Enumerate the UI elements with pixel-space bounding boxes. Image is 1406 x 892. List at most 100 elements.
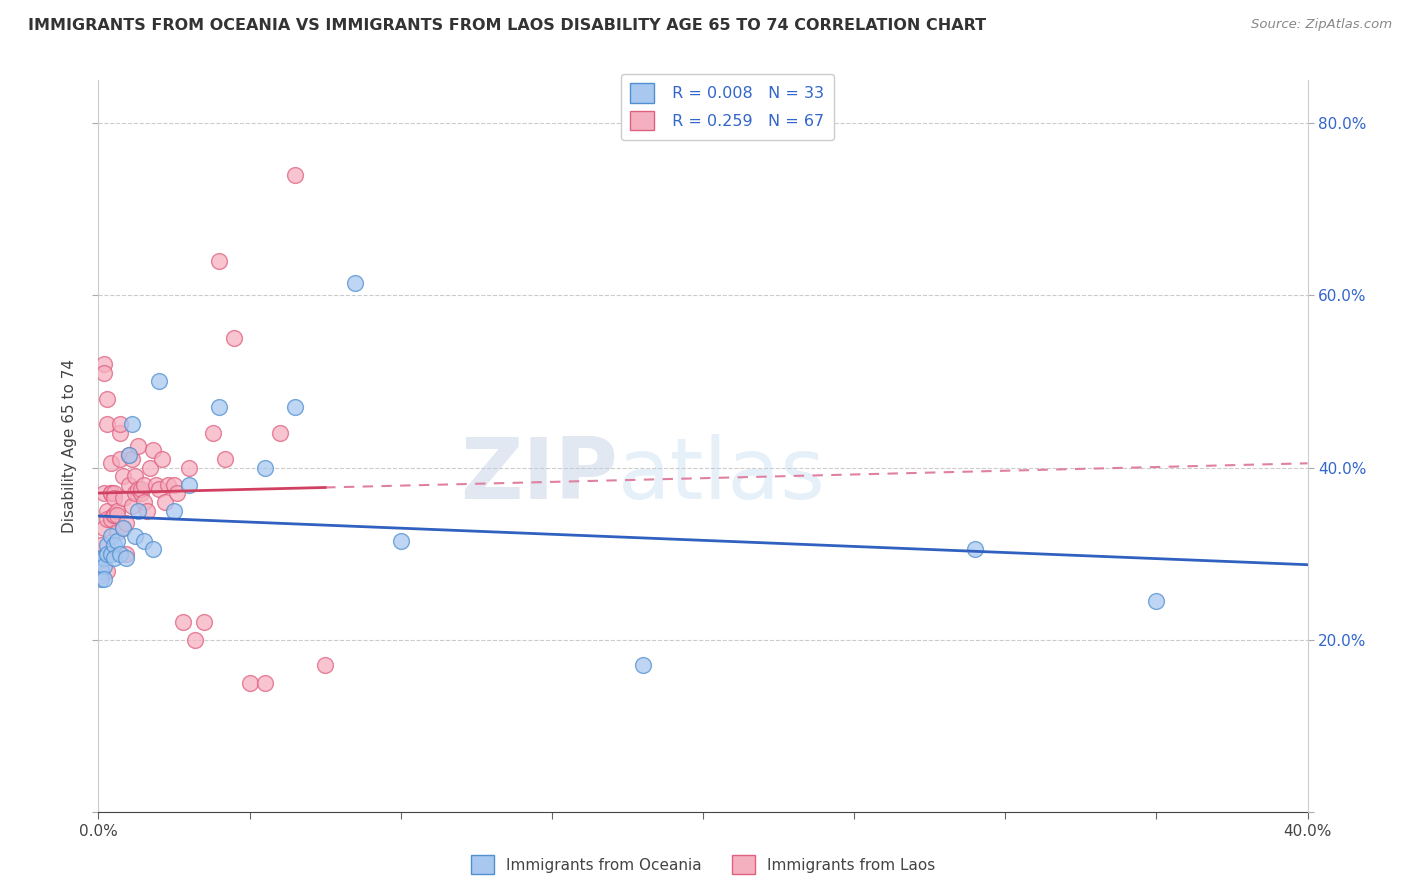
Point xyxy=(108,426,131,441)
Point xyxy=(111,491,134,505)
Point xyxy=(100,486,122,500)
Point xyxy=(96,512,118,526)
Point xyxy=(118,448,141,462)
Point xyxy=(105,503,128,517)
Y-axis label: Disability Age 65 to 74: Disability Age 65 to 74 xyxy=(62,359,77,533)
Point xyxy=(208,401,231,415)
Point xyxy=(103,508,125,522)
Point xyxy=(90,559,112,574)
Point xyxy=(965,542,987,557)
Point xyxy=(96,392,118,406)
Legend:  R = 0.008   N = 33,  R = 0.259   N = 67: R = 0.008 N = 33, R = 0.259 N = 67 xyxy=(620,74,834,140)
Point xyxy=(1144,594,1167,608)
Point xyxy=(124,486,146,500)
Point xyxy=(90,550,112,565)
Point xyxy=(90,564,112,578)
Point xyxy=(114,550,136,565)
Point xyxy=(121,500,143,514)
Point xyxy=(179,477,201,491)
Point xyxy=(139,460,162,475)
Point xyxy=(148,482,170,496)
Point xyxy=(96,417,118,432)
Point xyxy=(148,375,170,389)
Text: IMMIGRANTS FROM OCEANIA VS IMMIGRANTS FROM LAOS DISABILITY AGE 65 TO 74 CORRELAT: IMMIGRANTS FROM OCEANIA VS IMMIGRANTS FR… xyxy=(28,18,986,33)
Point xyxy=(284,168,307,182)
Point xyxy=(184,632,207,647)
Point xyxy=(103,508,125,522)
Point xyxy=(124,469,146,483)
Point xyxy=(93,486,115,500)
Point xyxy=(90,538,112,552)
Point xyxy=(93,573,115,587)
Point xyxy=(163,477,186,491)
Point xyxy=(100,547,122,561)
Point xyxy=(105,524,128,539)
Point xyxy=(103,538,125,552)
Text: ZIP: ZIP xyxy=(461,434,619,516)
Point xyxy=(93,521,115,535)
Point xyxy=(100,486,122,500)
Point xyxy=(214,451,236,466)
Point xyxy=(93,550,115,565)
Point xyxy=(111,469,134,483)
Point xyxy=(631,658,654,673)
Point xyxy=(129,482,152,496)
Point xyxy=(96,547,118,561)
Point xyxy=(90,550,112,565)
Point xyxy=(96,503,118,517)
Point xyxy=(105,508,128,522)
Point xyxy=(253,460,276,475)
Point xyxy=(202,426,225,441)
Point xyxy=(156,477,179,491)
Point xyxy=(135,503,157,517)
Legend: Immigrants from Oceania, Immigrants from Laos: Immigrants from Oceania, Immigrants from… xyxy=(464,849,942,880)
Point xyxy=(193,615,215,630)
Point xyxy=(96,538,118,552)
Point xyxy=(132,533,155,548)
Point xyxy=(129,486,152,500)
Point xyxy=(239,675,262,690)
Point xyxy=(111,521,134,535)
Point xyxy=(114,516,136,531)
Point xyxy=(90,573,112,587)
Text: atlas: atlas xyxy=(619,434,827,516)
Point xyxy=(103,486,125,500)
Point xyxy=(90,568,112,582)
Point xyxy=(127,439,149,453)
Point xyxy=(166,486,188,500)
Point xyxy=(132,477,155,491)
Point xyxy=(93,366,115,380)
Point xyxy=(314,658,336,673)
Point xyxy=(284,401,307,415)
Point xyxy=(96,564,118,578)
Point xyxy=(127,503,149,517)
Point xyxy=(142,443,165,458)
Point xyxy=(105,533,128,548)
Point xyxy=(172,615,194,630)
Point xyxy=(179,460,201,475)
Point xyxy=(142,542,165,557)
Point xyxy=(118,477,141,491)
Point xyxy=(253,675,276,690)
Point xyxy=(208,254,231,268)
Point xyxy=(114,547,136,561)
Point xyxy=(163,503,186,517)
Point xyxy=(150,451,173,466)
Point xyxy=(100,512,122,526)
Point xyxy=(344,276,367,290)
Point xyxy=(132,495,155,509)
Point xyxy=(103,550,125,565)
Point xyxy=(153,495,176,509)
Point xyxy=(111,521,134,535)
Point xyxy=(127,482,149,496)
Point xyxy=(121,451,143,466)
Point xyxy=(121,417,143,432)
Point xyxy=(93,357,115,371)
Point xyxy=(100,529,122,543)
Point xyxy=(389,533,412,548)
Point xyxy=(108,451,131,466)
Point xyxy=(108,417,131,432)
Point xyxy=(100,456,122,470)
Point xyxy=(93,559,115,574)
Point xyxy=(108,547,131,561)
